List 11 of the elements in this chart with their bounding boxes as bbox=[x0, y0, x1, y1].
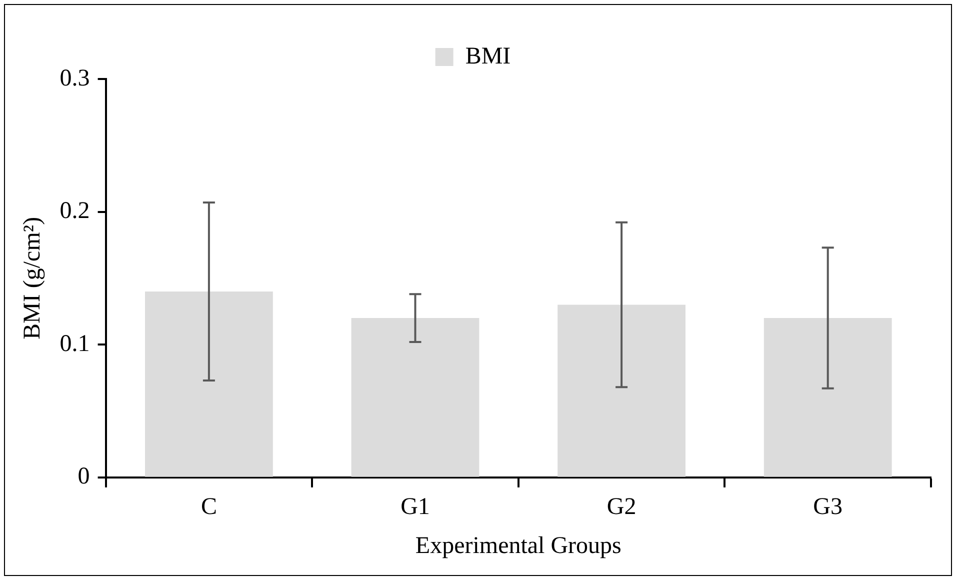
y-tick-label: 0 bbox=[78, 464, 90, 490]
x-tick-label: G2 bbox=[606, 494, 636, 520]
y-axis-title: BMI (g/cm²) bbox=[20, 216, 46, 340]
x-tick-label: C bbox=[200, 494, 217, 520]
x-tick-label: G3 bbox=[813, 494, 843, 520]
legend-label: BMI bbox=[465, 43, 511, 70]
y-tick-label: 0.2 bbox=[60, 198, 90, 224]
y-tick-label: 0.3 bbox=[60, 65, 90, 92]
x-tick-label: G1 bbox=[400, 494, 430, 520]
y-tick-label: 0.1 bbox=[60, 330, 90, 357]
x-axis-title: Experimental Groups bbox=[415, 532, 622, 559]
